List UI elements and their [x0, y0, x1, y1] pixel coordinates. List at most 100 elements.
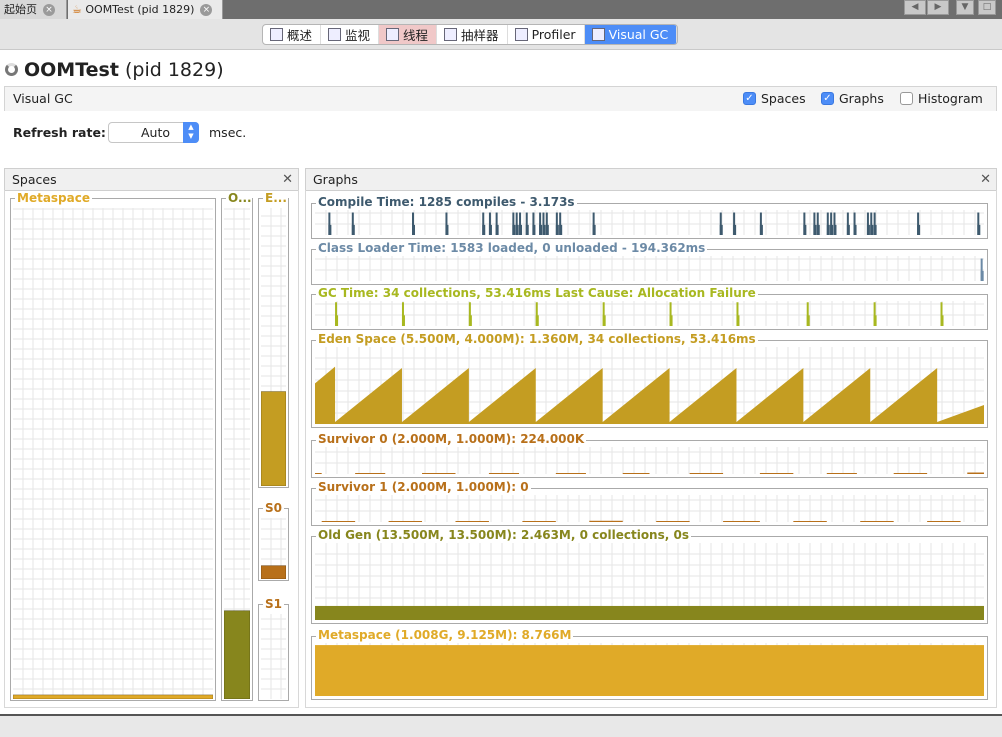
document-tab-bar: 起始页 × ☕ OOMTest (pid 1829) × ◀ ▶ ▼ □	[0, 0, 1002, 19]
spike-mark	[335, 315, 339, 326]
overview-icon	[270, 28, 283, 41]
survivor-usage-segment	[355, 473, 386, 474]
space-label: O...	[226, 191, 252, 205]
spike-mark	[468, 302, 471, 326]
tab-overview[interactable]: 概述	[263, 25, 322, 44]
graph-plot	[315, 543, 984, 620]
spike-mark	[335, 302, 338, 326]
tab-profiler-clock[interactable]: Profiler	[508, 25, 585, 44]
refresh-rate-select[interactable]: Auto ▲ ▼	[108, 122, 199, 143]
status-area	[0, 716, 1002, 737]
spike-mark	[980, 258, 983, 281]
space-s1: S1	[258, 597, 289, 701]
spike-mark	[592, 212, 595, 235]
spike-mark	[873, 212, 876, 235]
spaces-checkbox[interactable]: ✓ Spaces	[743, 91, 806, 106]
space-s0: S0	[258, 501, 289, 581]
space-o: O...	[221, 191, 253, 701]
spike-mark	[515, 212, 518, 235]
spike-mark	[495, 212, 498, 235]
maximize-button[interactable]: □	[978, 0, 996, 15]
tab-sampler[interactable]: 抽样器	[437, 25, 508, 44]
tab-label: 线程	[403, 28, 429, 43]
survivor-usage-segment	[860, 521, 894, 522]
scroll-right-button[interactable]: ▶	[927, 0, 949, 15]
spike-mark	[559, 224, 563, 235]
spike-mark	[977, 224, 981, 235]
spike-mark	[736, 302, 739, 326]
spike-mark	[719, 224, 723, 235]
spike-mark	[412, 212, 415, 235]
spike-mark	[482, 224, 486, 235]
close-icon[interactable]: ✕	[980, 172, 991, 187]
tab-list-dropdown[interactable]: ▼	[956, 0, 974, 15]
survivor-usage-segment	[759, 473, 794, 474]
survivor-usage-segment	[555, 473, 586, 474]
spike-mark	[532, 212, 535, 235]
graph-plot	[315, 301, 984, 326]
spike-mark	[512, 212, 515, 235]
spike-mark	[535, 302, 538, 326]
graphs-checkbox[interactable]: ✓ Graphs	[821, 91, 884, 106]
spike-mark	[445, 224, 449, 235]
survivor-usage-segment	[793, 521, 827, 522]
spike-mark	[539, 224, 543, 235]
survivor-usage-segment	[488, 473, 520, 474]
tab-visual-gc[interactable]: Visual GC	[584, 25, 678, 44]
sampler-icon	[444, 28, 458, 41]
scroll-left-button[interactable]: ◀	[904, 0, 926, 15]
spike-mark	[519, 224, 523, 235]
graph-class-loader-time: Class Loader Time: 1583 loaded, 0 unload…	[311, 241, 988, 285]
close-icon[interactable]: ✕	[282, 172, 293, 187]
spike-mark	[826, 224, 830, 235]
doc-tab-oomtest[interactable]: ☕ OOMTest (pid 1829) ×	[68, 0, 223, 19]
space-label: Metaspace	[15, 191, 92, 205]
spike-mark	[401, 302, 404, 326]
spike-mark	[846, 212, 849, 235]
spike-mark	[733, 224, 737, 235]
close-icon[interactable]: ×	[200, 4, 213, 16]
spike-mark	[468, 315, 472, 326]
tab-label: Profiler	[531, 27, 576, 42]
spike-mark	[917, 212, 920, 235]
space-gauge	[261, 518, 286, 579]
spike-mark	[870, 224, 874, 235]
tab-label: OOMTest (pid 1829)	[85, 3, 195, 16]
eden-usage-area	[315, 366, 984, 424]
spike-mark	[535, 315, 539, 326]
spike-mark	[495, 224, 499, 235]
checkbox-label: Spaces	[761, 91, 806, 106]
spike-mark	[328, 224, 332, 235]
tab-label: 监视	[345, 28, 371, 43]
java-icon: ☕	[72, 3, 82, 16]
spike-mark	[830, 224, 834, 235]
usage-area	[315, 605, 984, 620]
stepper-arrows-icon: ▲ ▼	[183, 122, 199, 143]
histogram-checkbox[interactable]: Histogram	[900, 91, 983, 106]
tab-monitor[interactable]: 监视	[321, 25, 380, 44]
spike-mark	[866, 224, 870, 235]
survivor-usage-segment	[622, 473, 650, 474]
tab-threads[interactable]: 线程	[379, 25, 438, 44]
panel-title: Graphs	[313, 172, 358, 187]
spike-mark	[542, 212, 545, 235]
close-icon[interactable]: ×	[43, 4, 55, 16]
space-label: E...	[263, 191, 288, 205]
graph-compile-time: Compile Time: 1285 compiles - 3.173s	[311, 195, 988, 239]
spike-mark	[813, 224, 817, 235]
spike-mark	[806, 315, 810, 326]
graph-gc-time: GC Time: 34 collections, 53.416ms Last C…	[311, 286, 988, 330]
refresh-rate-label: Refresh rate:	[13, 125, 106, 140]
divider	[0, 714, 1002, 716]
spike-mark	[853, 212, 856, 235]
spike-mark	[873, 224, 877, 235]
doc-tab-start-page[interactable]: 起始页 ×	[0, 0, 67, 19]
graph-title: Eden Space (5.500M, 4.000M): 1.360M, 34 …	[316, 332, 758, 347]
spike-mark	[559, 212, 562, 235]
graph-plot	[315, 256, 984, 281]
usage-area	[315, 645, 984, 696]
graph-plot	[315, 495, 984, 522]
survivor-usage-segment	[967, 472, 984, 474]
spike-mark	[488, 212, 491, 235]
spike-mark	[846, 224, 850, 235]
